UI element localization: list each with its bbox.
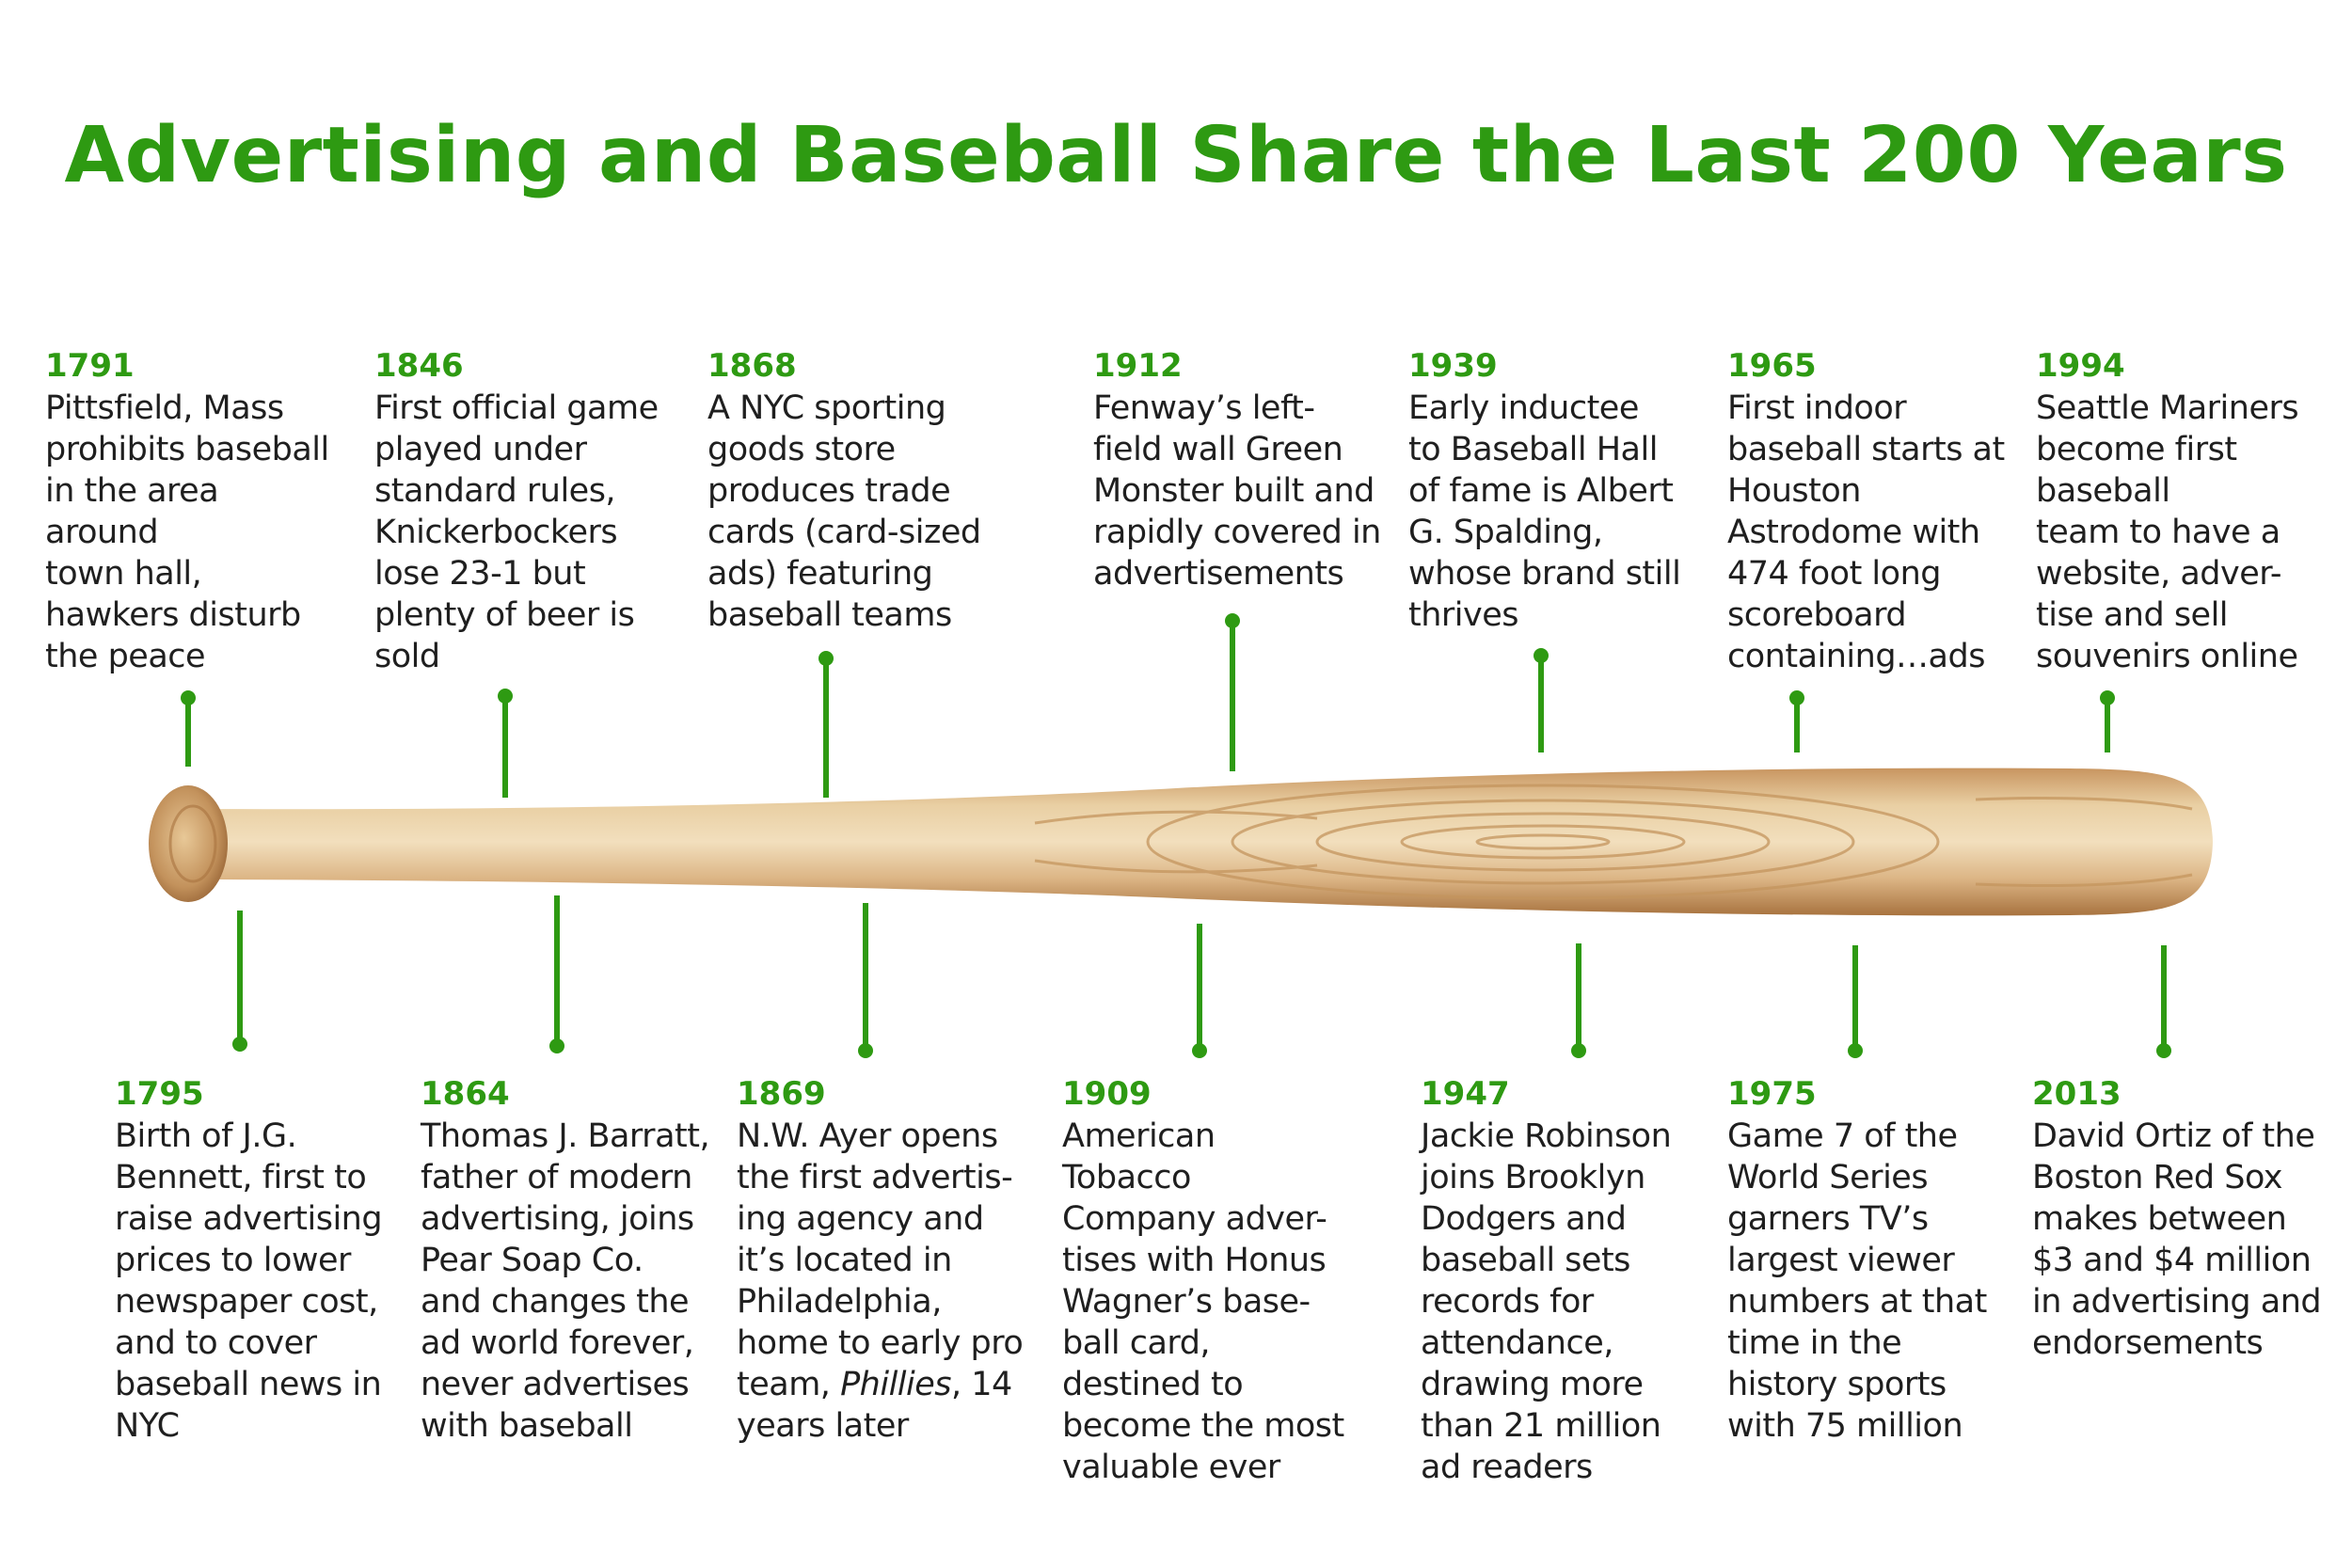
event-year: 1868 (707, 347, 797, 385)
connector-1868 (818, 651, 834, 798)
event-year: 1864 (421, 1075, 510, 1113)
connector-1912 (1225, 613, 1240, 771)
event-1965: 1965 First indoor baseball starts at Hou… (1727, 346, 2038, 677)
event-1868: 1868 A NYC sporting goods store produces… (707, 346, 1018, 636)
event-description-part: , 14 years later (737, 1366, 1012, 1445)
bat-wood-grain (1034, 784, 2193, 900)
event-1869: 1869 N.W. Ayer opens the first advertis-… (737, 1074, 1047, 1447)
connector-1909 (1192, 924, 1207, 1058)
event-year: 1947 (1421, 1075, 1510, 1113)
connectors-top (181, 613, 2115, 798)
event-year: 1975 (1727, 1075, 1817, 1113)
event-description-part: N.W. Ayer opens the first advertis- ing … (737, 1117, 1024, 1403)
connector-1947 (1571, 943, 1586, 1058)
event-year: 1965 (1727, 347, 1817, 385)
connectors-bottom (232, 895, 2171, 1058)
event-year: 1912 (1093, 347, 1183, 385)
event-description: Fenway’s left- field wall Green Monster … (1093, 389, 1381, 593)
event-1791: 1791 Pittsfield, Mass prohibits baseball… (45, 346, 356, 677)
connector-1864 (549, 895, 564, 1053)
event-1947: 1947 Jackie Robinson joins Brooklyn Dodg… (1421, 1074, 1731, 1488)
event-description: N.W. Ayer opens the first advertis- ing … (737, 1116, 1047, 1447)
event-year: 1869 (737, 1075, 826, 1113)
event-description: Game 7 of the World Series garners TV’s … (1727, 1117, 1987, 1445)
team-name-italic: Phillies (840, 1366, 952, 1403)
event-year: 1795 (115, 1075, 204, 1113)
event-year: 1846 (374, 347, 464, 385)
event-description: Early inductee to Baseball Hall of fame … (1408, 389, 1681, 634)
event-description: Thomas J. Barratt, father of modern adve… (421, 1117, 710, 1445)
event-1975: 1975 Game 7 of the World Series garners … (1727, 1074, 2038, 1447)
event-1994: 1994 Seattle Mariners become first baseb… (2036, 346, 2346, 677)
event-description: Jackie Robinson joins Brooklyn Dodgers a… (1421, 1117, 1672, 1486)
event-description: A NYC sporting goods store produces trad… (707, 389, 981, 634)
event-description: First indoor baseball starts at Houston … (1727, 389, 2005, 675)
connector-1846 (498, 689, 513, 798)
event-year: 2013 (2032, 1075, 2122, 1113)
event-1909: 1909 American Tobacco Company adver- tis… (1062, 1074, 1373, 1488)
event-2013: 2013 David Ortiz of the Boston Red Sox m… (2032, 1074, 2343, 1364)
event-year: 1994 (2036, 347, 2125, 385)
connector-1795 (232, 911, 247, 1052)
event-description: Seattle Mariners become first baseball t… (2036, 389, 2299, 675)
event-description: American Tobacco Company adver- tises wi… (1062, 1117, 1344, 1486)
connector-1791 (181, 690, 196, 767)
event-description: David Ortiz of the Boston Red Sox makes … (2032, 1117, 2322, 1362)
connector-1975 (1848, 945, 1863, 1058)
page-title: Advertising and Baseball Share the Last … (64, 111, 2288, 200)
event-1864: 1864 Thomas J. Barratt, father of modern… (421, 1074, 731, 1447)
connector-1994 (2100, 690, 2115, 752)
connector-1965 (1789, 690, 1804, 752)
connector-1939 (1534, 648, 1549, 752)
event-1795: 1795 Birth of J.G. Bennett, first to rai… (115, 1074, 425, 1447)
event-1912: 1912 Fenway’s left- field wall Green Mon… (1093, 346, 1404, 594)
event-description: Pittsfield, Mass prohibits baseball in t… (45, 389, 329, 675)
event-year: 1939 (1408, 347, 1498, 385)
event-description: First official game played under standar… (374, 389, 659, 675)
event-description: Birth of J.G. Bennett, first to raise ad… (115, 1117, 383, 1445)
connector-1869 (858, 903, 873, 1058)
bat-body (202, 768, 2213, 916)
event-1939: 1939 Early inductee to Baseball Hall of … (1408, 346, 1719, 636)
event-year: 1791 (45, 347, 135, 385)
event-1846: 1846 First official game played under st… (374, 346, 685, 677)
connector-2013 (2156, 945, 2171, 1058)
event-year: 1909 (1062, 1075, 1152, 1113)
